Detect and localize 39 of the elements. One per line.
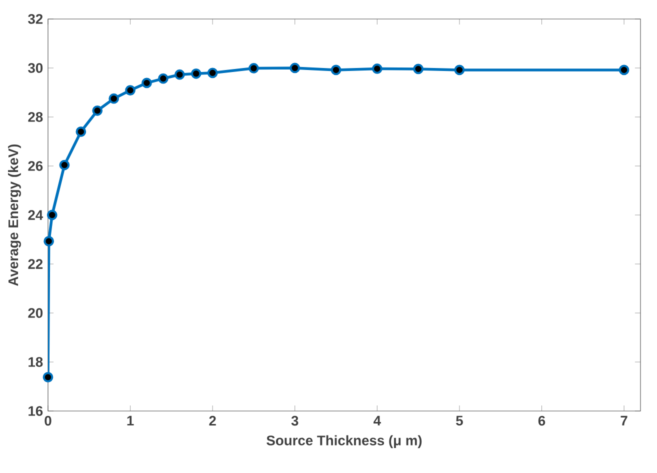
point (46, 210, 58, 220)
point (59, 160, 70, 170)
point (158, 73, 168, 84)
point (44, 236, 54, 246)
y-tick-label: 18 (28, 357, 43, 367)
point (108, 93, 120, 104)
x-tick-label: 4 (374, 416, 381, 426)
point (372, 64, 382, 74)
y-tick-label: 22 (28, 259, 43, 269)
point (142, 78, 152, 88)
y-tick-label: 20 (28, 308, 43, 318)
x-tick-label: 2 (209, 416, 216, 426)
point (330, 64, 342, 76)
point (207, 68, 218, 78)
point (290, 62, 300, 74)
y-tick-label: 26 (28, 161, 43, 171)
x-tick-label: 0 (44, 416, 52, 426)
point (42, 372, 54, 382)
point (618, 64, 630, 76)
point (413, 64, 424, 74)
point (248, 63, 259, 74)
y-tick-label: 16 (28, 406, 43, 416)
point (454, 64, 465, 76)
x-tick-label: 3 (291, 416, 298, 426)
x-axis-title: Source Thickness (μ m) (266, 435, 422, 448)
x-tick-label: 1 (127, 416, 134, 426)
point (125, 85, 136, 96)
y-tick-label: 30 (28, 63, 43, 73)
point (92, 105, 103, 116)
x-tick-label: 7 (620, 416, 628, 426)
y-axis-title: Average Energy (keV) (8, 144, 21, 286)
x-tick-label: 5 (456, 416, 463, 426)
point (76, 126, 86, 137)
x-tick-label: 6 (538, 416, 546, 426)
y-tick-label: 32 (28, 14, 43, 24)
point (174, 69, 185, 80)
y-tick-label: 28 (28, 112, 43, 122)
y-tick-label: 24 (28, 210, 44, 220)
point (190, 68, 202, 79)
